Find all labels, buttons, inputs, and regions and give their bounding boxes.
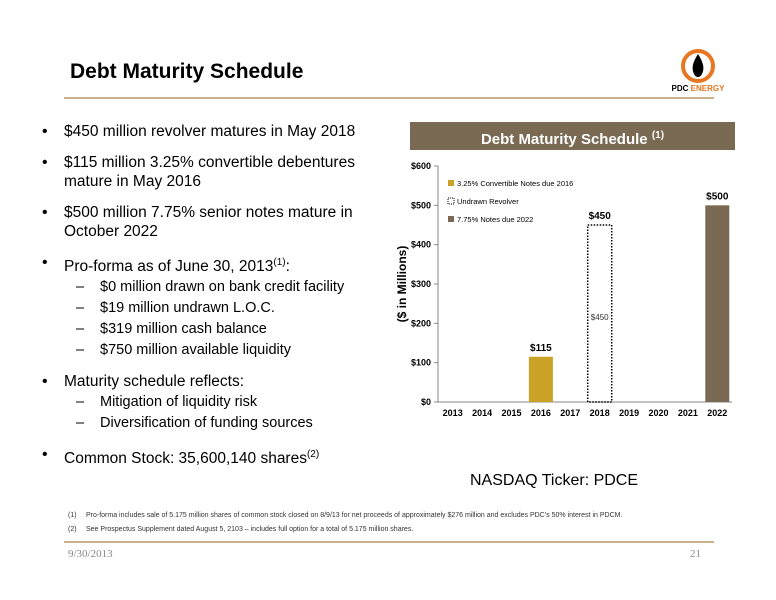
data-label: $500: [706, 191, 729, 202]
sub-bullet-item: $0 million drawn on bank credit facility: [64, 278, 390, 297]
y-tick-label: $100: [411, 358, 431, 368]
bar: [705, 205, 730, 402]
footer-divider: [64, 541, 714, 543]
logo-wordmark: PDC ENERGY: [671, 84, 725, 93]
x-tick-label: 2019: [619, 408, 639, 418]
legend-swatch: [448, 180, 454, 186]
x-tick-label: 2015: [501, 408, 521, 418]
x-tick-label: 2016: [531, 408, 551, 418]
y-tick-label: $400: [411, 240, 431, 250]
chart-title-bar: Debt Maturity Schedule (1): [410, 122, 735, 150]
sub-bullet-item: Diversification of funding sources: [64, 414, 390, 433]
x-tick-label: 2013: [443, 408, 463, 418]
y-tick-label: $200: [411, 318, 431, 328]
footnote: (2) See Prospectus Supplement dated Augus…: [68, 526, 414, 533]
bullet-list: $450 million revolver matures in May 201…: [40, 122, 390, 480]
y-tick-label: $300: [411, 279, 431, 289]
nasdaq-ticker: NASDAQ Ticker: PDCE: [470, 472, 639, 489]
bullet-item: Pro-forma as of June 30, 2013(1): $0 mil…: [40, 253, 390, 360]
page-title: Debt Maturity Schedule: [70, 60, 304, 83]
legend-swatch: [448, 216, 454, 222]
bullet-item: Common Stock: 35,600,140 shares(2): [40, 445, 390, 468]
y-axis-title: ($ in Millions): [395, 246, 409, 323]
sub-bullet-list: $0 million drawn on bank credit facility…: [64, 278, 390, 360]
bullet-item: $450 million revolver matures in May 201…: [40, 122, 390, 141]
inner-bar-label: $450: [591, 313, 609, 322]
footer-date: 9/30/2013: [68, 548, 113, 560]
x-tick-label: 2021: [678, 408, 698, 418]
pdc-energy-logo: [681, 49, 715, 83]
sub-bullet-item: $750 million available liquidity: [64, 341, 390, 360]
x-tick-label: 2020: [648, 408, 668, 418]
data-label: $450: [589, 211, 612, 222]
x-tick-label: 2018: [590, 408, 610, 418]
legend-label: 3.25% Convertible Notes due 2016: [457, 179, 573, 188]
bullet-item: $115 million 3.25% convertible debenture…: [40, 153, 390, 191]
legend-label: Undrawn Revolver: [457, 197, 519, 206]
sub-bullet-item: Mitigation of liquidity risk: [64, 393, 390, 412]
bar: [528, 356, 553, 402]
title-divider: [64, 97, 714, 99]
x-tick-label: 2022: [707, 408, 727, 418]
y-tick-label: $0: [421, 397, 431, 407]
y-tick-label: $600: [411, 161, 431, 171]
debt-maturity-chart: $0 $100 $200 $300 $400 $500 $600 2013 2014 2015 20…: [395, 161, 732, 418]
sub-bullet-item: $319 million cash balance: [64, 320, 390, 339]
bullet-item: $500 million 7.75% senior notes mature i…: [40, 203, 390, 241]
footnote: (1) Pro-forma includes sale of 5.175 mill…: [68, 512, 623, 519]
x-tick-label: 2014: [472, 408, 492, 418]
page-number: 21: [690, 548, 701, 560]
data-label: $115: [530, 343, 552, 354]
sub-bullet-item: $19 million undrawn L.O.C.: [64, 299, 390, 318]
footnotes: (1) Pro-forma includes sale of 5.175 mill…: [68, 512, 748, 540]
legend-label: 7.75% Notes due 2022: [457, 215, 533, 224]
y-tick-label: $500: [411, 200, 431, 210]
sub-bullet-list: Mitigation of liquidity risk Diversifica…: [64, 393, 390, 433]
x-tick-label: 2017: [560, 408, 580, 418]
legend-swatch: [447, 197, 455, 205]
bullet-item: Maturity schedule reflects: Mitigation o…: [40, 372, 390, 433]
